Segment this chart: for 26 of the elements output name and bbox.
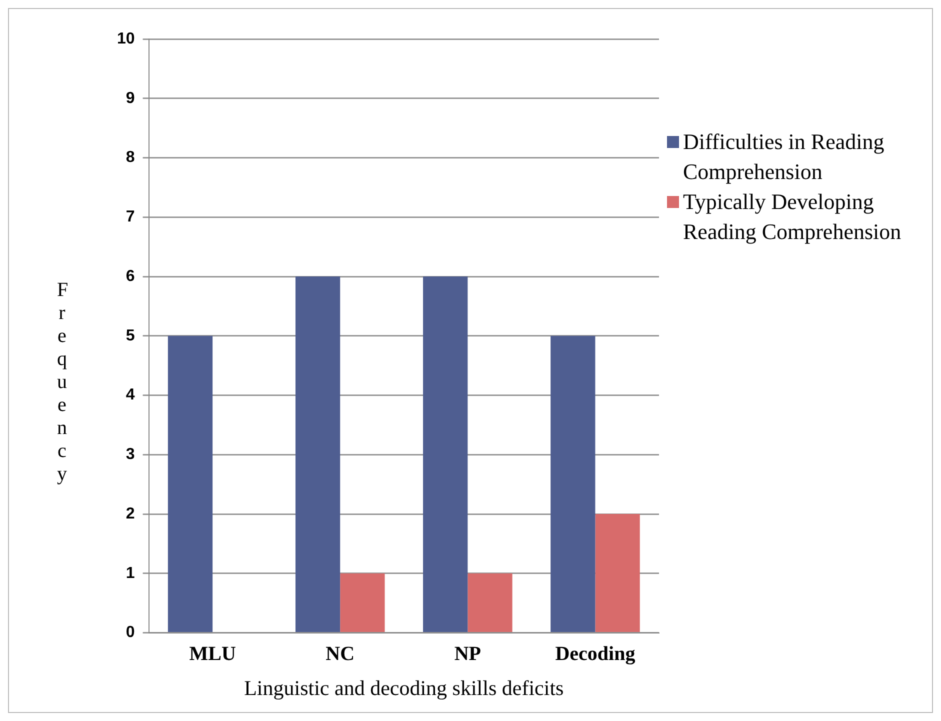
- x-tick-label: NC: [326, 642, 355, 665]
- bar: [468, 573, 512, 632]
- bar: [295, 276, 340, 632]
- bar: [595, 514, 640, 632]
- x-tick-label: MLU: [189, 642, 236, 665]
- x-tick-label: Decoding: [555, 642, 636, 665]
- bar: [423, 276, 468, 632]
- y-tick-label: 3: [126, 446, 135, 464]
- y-tick-label: 10: [117, 30, 135, 48]
- x-axis-title: Linguistic and decoding skills deficits: [244, 676, 564, 700]
- y-tick-label: 5: [126, 327, 135, 344]
- y-tick-label: 4: [126, 386, 135, 404]
- y-tick-label: 0: [126, 624, 135, 642]
- y-tick-label: 1: [126, 564, 135, 582]
- y-tick-label: 6: [126, 268, 135, 285]
- bar: [340, 573, 385, 632]
- legend-label: Typically Developing Reading Comprehension: [683, 188, 902, 246]
- y-tick-label: 7: [126, 208, 135, 226]
- text: Frequency: [57, 279, 68, 485]
- y-tick-label: 8: [126, 149, 135, 166]
- x-tick-label: NP: [454, 642, 482, 665]
- y-tick-label: 9: [126, 90, 135, 107]
- y-tick-label: 2: [126, 505, 135, 522]
- bar: [550, 336, 596, 632]
- bar: [168, 336, 213, 632]
- legend-label: Difficulties in Reading Comprehension: [683, 128, 886, 186]
